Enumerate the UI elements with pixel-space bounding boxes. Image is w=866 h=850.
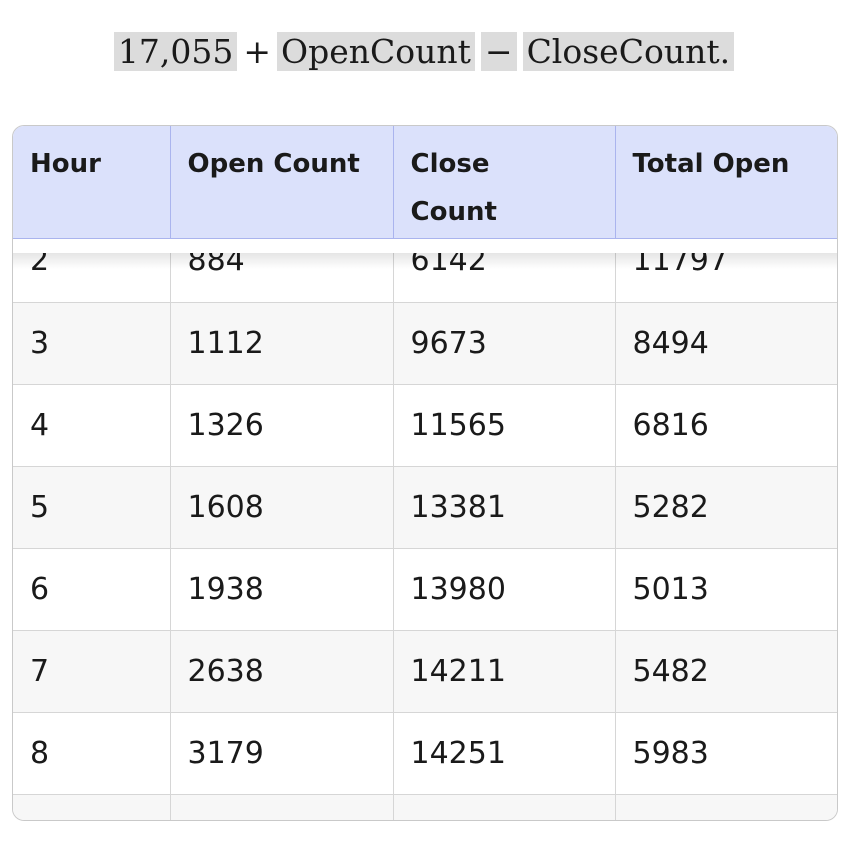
table-cell: 1938 bbox=[170, 548, 394, 631]
table-cell: 5282 bbox=[615, 466, 837, 549]
table-row bbox=[13, 794, 837, 820]
formula-term-open-count: OpenCount bbox=[277, 32, 475, 71]
formula-plus: + bbox=[243, 32, 272, 71]
table-row: 8 3179 14251 5983 bbox=[13, 712, 837, 795]
formula: 17,055 + OpenCount − CloseCount. bbox=[0, 30, 848, 74]
table-cell: 5983 bbox=[615, 712, 837, 795]
column-header-close-count-line1: Close bbox=[410, 149, 490, 179]
table-row: 2 884 6142 11797 bbox=[13, 253, 837, 303]
table-body-scroll[interactable]: 2 884 6142 11797 3 1112 9673 8494 4 1326 11565 6816… bbox=[13, 253, 837, 820]
table-cell: 11565 bbox=[393, 384, 616, 467]
table-cell: 6 bbox=[13, 548, 171, 631]
formula-term-close-count: CloseCount. bbox=[522, 32, 735, 71]
table-row: 7 2638 14211 5482 bbox=[13, 630, 837, 713]
table-cell: 1112 bbox=[170, 302, 394, 385]
table-cell: 9673 bbox=[393, 302, 616, 385]
table-header: Hour Open Count Close Count Total Open bbox=[13, 126, 837, 239]
table-cell bbox=[13, 794, 171, 820]
column-header-open-count[interactable]: Open Count bbox=[170, 126, 394, 239]
column-header-hour[interactable]: Hour bbox=[13, 126, 171, 239]
table-cell: 2638 bbox=[170, 630, 394, 713]
table-cell bbox=[170, 794, 394, 820]
table-cell: 7 bbox=[13, 630, 171, 713]
table-cell: 13381 bbox=[393, 466, 616, 549]
table-row: 4 1326 11565 6816 bbox=[13, 384, 837, 467]
table-row: 6 1938 13980 5013 bbox=[13, 548, 837, 631]
formula-minus: − bbox=[480, 32, 517, 71]
table-row: 3 1112 9673 8494 bbox=[13, 302, 837, 385]
formula-constant: 17,055 bbox=[113, 32, 238, 71]
data-table[interactable]: Hour Open Count Close Count Total Open 2… bbox=[12, 125, 838, 821]
table-cell: 1326 bbox=[170, 384, 394, 467]
column-header-close-count[interactable]: Close Count bbox=[393, 126, 616, 239]
table-cell: 13980 bbox=[393, 548, 616, 631]
table-body: 2 884 6142 11797 3 1112 9673 8494 4 1326 11565 6816… bbox=[13, 253, 837, 820]
table-cell: 14251 bbox=[393, 712, 616, 795]
table-cell: 6816 bbox=[615, 384, 837, 467]
table-cell bbox=[393, 794, 616, 820]
table-cell: 3 bbox=[13, 302, 171, 385]
table-cell: 5013 bbox=[615, 548, 837, 631]
table-cell: 2 bbox=[13, 253, 171, 303]
table-cell: 14211 bbox=[393, 630, 616, 713]
table-cell: 884 bbox=[170, 253, 394, 303]
table-cell: 5482 bbox=[615, 630, 837, 713]
column-header-close-count-line2: Count bbox=[410, 197, 497, 227]
table-cell bbox=[615, 794, 837, 820]
column-header-total-open[interactable]: Total Open bbox=[615, 126, 837, 239]
table-cell: 6142 bbox=[393, 253, 616, 303]
table-cell: 8 bbox=[13, 712, 171, 795]
table-row: 5 1608 13381 5282 bbox=[13, 466, 837, 549]
table-cell: 8494 bbox=[615, 302, 837, 385]
table-cell: 1608 bbox=[170, 466, 394, 549]
table-cell: 11797 bbox=[615, 253, 837, 303]
table-cell: 4 bbox=[13, 384, 171, 467]
table-cell: 3179 bbox=[170, 712, 394, 795]
table-cell: 5 bbox=[13, 466, 171, 549]
